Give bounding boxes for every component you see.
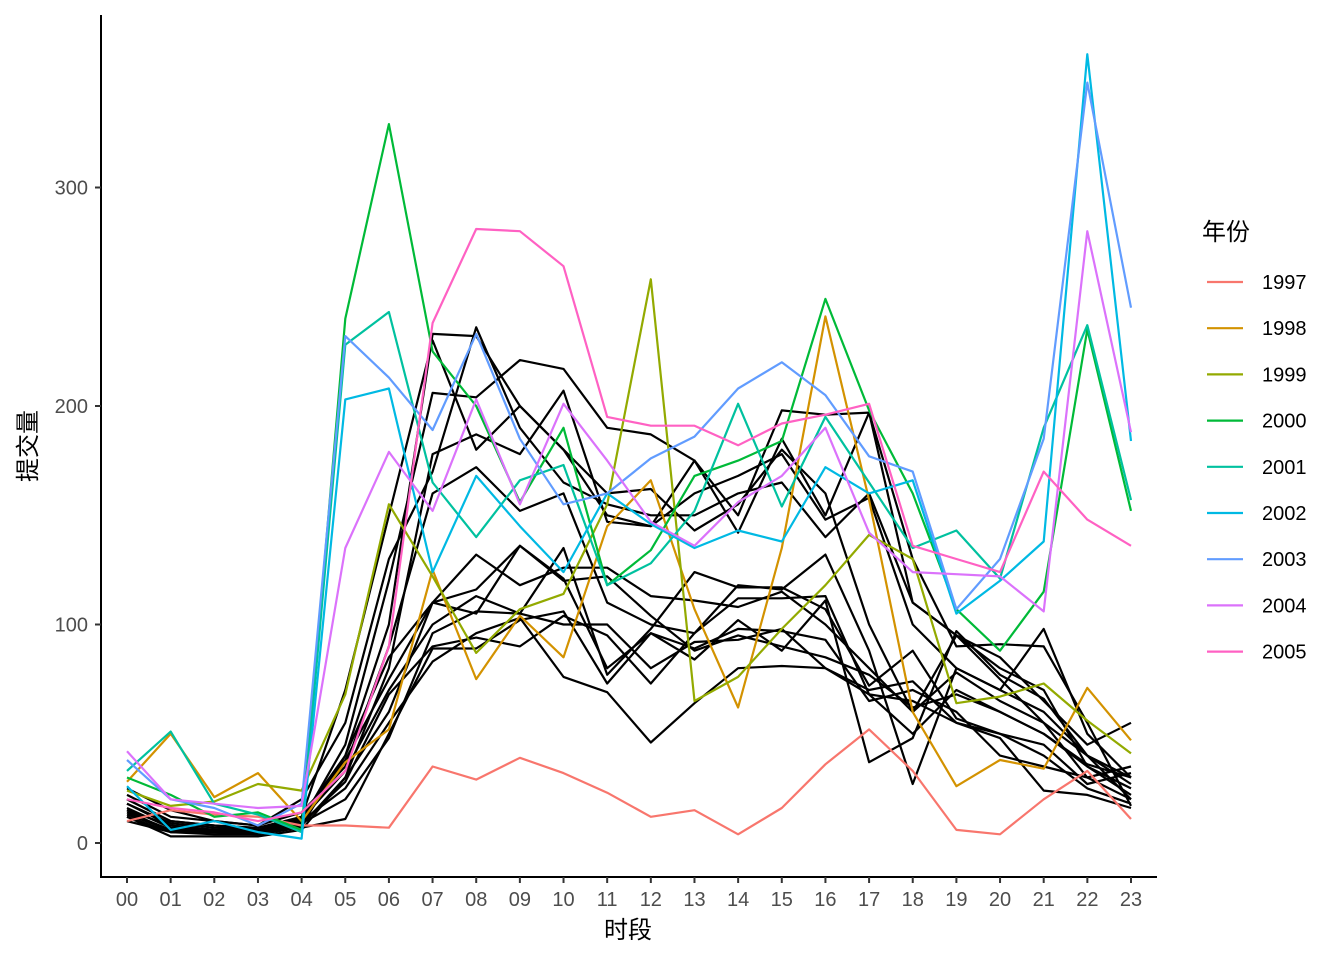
legend-item-1997: 1997	[1207, 272, 1307, 294]
legend: 1997 1998 1999 2000 2001 2002 2003 2004 2005	[1207, 272, 1307, 664]
legend-item-1998: 1998	[1207, 318, 1307, 340]
series-line-2001	[126, 310, 1133, 834]
x-tick-label: 19	[945, 889, 967, 911]
series-line-2003	[126, 81, 1133, 827]
x-tick-label: 01	[160, 889, 182, 911]
legend-title: 年份	[1202, 219, 1250, 246]
x-tick-label: 21	[1033, 889, 1055, 911]
y-tick-label: 200	[55, 396, 88, 418]
x-tick-label: 14	[727, 889, 749, 911]
legend-item-1999: 1999	[1207, 364, 1307, 386]
x-tick-label: 09	[509, 889, 531, 911]
legend-label: 2002	[1262, 503, 1307, 525]
legend-label: 2003	[1262, 549, 1307, 571]
x-tick-label: 08	[465, 889, 487, 911]
y-tick-label: 100	[55, 615, 88, 637]
legend-item-2001: 2001	[1207, 457, 1307, 479]
legend-item-2000: 2000	[1207, 411, 1307, 433]
x-tick-label: 00	[116, 889, 138, 911]
x-tick-label: 12	[640, 889, 662, 911]
x-axis-title: 时段	[604, 917, 652, 944]
series-line-2000	[126, 123, 1133, 831]
legend-item-2002: 2002	[1207, 503, 1307, 525]
x-tick-label: 03	[247, 889, 269, 911]
legend-item-2005: 2005	[1207, 642, 1307, 664]
x-tick-label: 13	[683, 889, 705, 911]
other-series-line-3	[126, 339, 1132, 829]
legend-label: 1998	[1262, 318, 1307, 340]
other-series-line-14	[126, 546, 1132, 834]
x-tick-label: 04	[290, 889, 312, 911]
x-tick-label: 16	[814, 889, 836, 911]
x-tick-label: 02	[203, 889, 225, 911]
x-tick-label: 11	[597, 889, 618, 911]
x-axis-ticks: 00 01 02 03 04 05 06 07 08 09 10 11 12 13 14 15 16 17 18 19…	[116, 877, 1142, 911]
x-tick-label: 23	[1120, 889, 1142, 911]
x-tick-label: 07	[421, 889, 443, 911]
other-series-line-13	[126, 595, 1132, 831]
x-tick-label: 22	[1076, 889, 1098, 911]
x-tick-label: 18	[902, 889, 924, 911]
series-line-2002	[126, 53, 1133, 840]
y-tick-label: 300	[55, 178, 88, 200]
x-tick-label: 20	[989, 889, 1011, 911]
legend-label: 2000	[1262, 411, 1307, 433]
x-tick-label: 10	[552, 889, 574, 911]
x-tick-label: 05	[334, 889, 356, 911]
legend-label: 2001	[1262, 457, 1307, 479]
legend-item-2003: 2003	[1207, 549, 1307, 571]
legend-item-2004: 2004	[1207, 595, 1307, 617]
series-line-1997	[126, 728, 1132, 836]
legend-label: 2004	[1262, 595, 1307, 617]
series-line-1999	[126, 278, 1132, 807]
series-line-2005	[126, 227, 1132, 823]
legend-label: 1997	[1262, 272, 1307, 294]
legend-label: 1999	[1262, 364, 1307, 386]
legend-label: 2005	[1262, 642, 1307, 664]
other-series-line-12	[126, 544, 1132, 831]
other-series-line-8	[126, 544, 1132, 836]
series-lines	[126, 53, 1133, 840]
x-tick-label: 15	[771, 889, 793, 911]
y-axis-ticks: 0 100 200 300	[55, 178, 101, 855]
y-tick-label: 0	[77, 833, 88, 855]
x-tick-label: 17	[858, 889, 880, 911]
y-axis-title: 提交量	[15, 410, 42, 482]
series-line-2004	[126, 230, 1133, 810]
x-tick-label: 06	[378, 889, 400, 911]
